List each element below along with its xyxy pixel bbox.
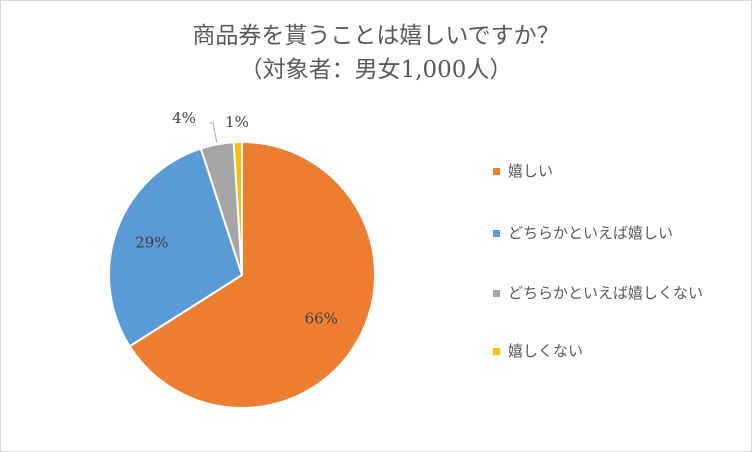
legend-swatch-4 [493,348,500,355]
chart-title-line1: 商品券を貰うことは嬉しいですか？ [192,23,560,49]
legend-swatch-1 [493,168,500,175]
leader-line-3 [209,122,218,143]
legend-swatch-2 [493,230,500,237]
pie-slice-2 [108,147,244,348]
pie-slice-1 [128,140,376,409]
legend-item-2: どちらかといえば嬉しい [493,223,743,244]
legend-item-1: 嬉しい [493,161,743,182]
legend-label-4: 嬉しくない [508,342,584,360]
legend-item-4: 嬉しくない [493,341,743,362]
legend-label-2: どちらかといえば嬉しい [508,224,674,242]
chart-title-line2: （対象者：男女1,000人） [239,57,513,83]
legend-swatch-3 [493,290,500,297]
data-label-4: 1% [225,113,249,131]
data-label-3: 4% [172,109,196,127]
chart-title: 商品券を貰うことは嬉しいですか？ （対象者：男女1,000人） [1,19,751,87]
legend-label-1: 嬉しい [508,162,554,180]
data-label-1: 66% [305,310,338,328]
pie-slice-4 [232,140,243,276]
data-label-2: 29% [135,234,168,252]
legend-item-3: どちらかといえば嬉しくない [493,283,743,304]
legend-label-3: どちらかといえば嬉しくない [508,284,704,302]
